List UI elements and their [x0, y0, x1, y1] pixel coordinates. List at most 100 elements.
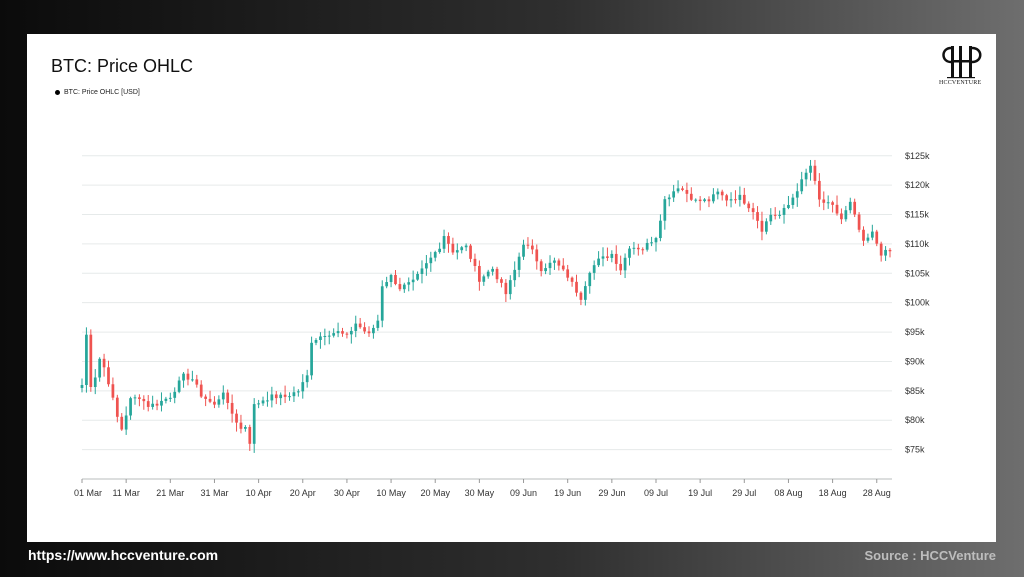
candle-body[interactable]	[738, 194, 742, 200]
candle-body[interactable]	[747, 203, 751, 209]
candle-body[interactable]	[151, 403, 155, 407]
candle-body[interactable]	[725, 195, 728, 201]
candle-body[interactable]	[628, 248, 631, 258]
candle-body[interactable]	[853, 201, 857, 215]
candle-body[interactable]	[429, 257, 433, 264]
candle-body[interactable]	[712, 194, 715, 202]
candle-body[interactable]	[80, 385, 84, 388]
candle-body[interactable]	[782, 207, 786, 215]
candle-body[interactable]	[129, 398, 132, 416]
candle-body[interactable]	[826, 202, 830, 204]
candle-body[interactable]	[676, 188, 680, 192]
candle-body[interactable]	[619, 263, 623, 271]
candle-body[interactable]	[407, 282, 411, 285]
candle-body[interactable]	[367, 331, 371, 334]
candle-body[interactable]	[707, 199, 711, 202]
candle-body[interactable]	[548, 262, 552, 269]
candle-body[interactable]	[208, 398, 212, 402]
candle-body[interactable]	[107, 367, 110, 385]
candle-body[interactable]	[769, 214, 773, 222]
candle-body[interactable]	[376, 320, 380, 328]
candle-body[interactable]	[667, 197, 671, 200]
candle-body[interactable]	[544, 268, 547, 272]
candle-body[interactable]	[729, 199, 733, 201]
candle-body[interactable]	[694, 199, 698, 201]
candle-body[interactable]	[756, 212, 759, 221]
candle-body[interactable]	[142, 398, 146, 402]
candle-body[interactable]	[389, 274, 393, 283]
candle-body[interactable]	[526, 244, 530, 246]
candle-body[interactable]	[274, 394, 278, 399]
candle-body[interactable]	[283, 394, 287, 397]
candle-body[interactable]	[191, 379, 194, 381]
candle-body[interactable]	[402, 284, 406, 290]
candle-body[interactable]	[614, 253, 618, 264]
candle-body[interactable]	[636, 247, 640, 250]
candle-body[interactable]	[570, 277, 574, 282]
candle-body[interactable]	[813, 165, 817, 181]
candle-body[interactable]	[659, 220, 662, 239]
candle-body[interactable]	[425, 263, 428, 269]
candle-body[interactable]	[800, 179, 804, 192]
candle-body[interactable]	[372, 327, 375, 334]
candle-body[interactable]	[239, 422, 243, 429]
legend[interactable]: BTC: Price OHLC [USD]	[55, 89, 140, 96]
candle-body[interactable]	[888, 249, 892, 252]
candle-body[interactable]	[133, 397, 137, 399]
candle-body[interactable]	[734, 199, 737, 201]
candle-body[interactable]	[650, 242, 653, 244]
candle-body[interactable]	[579, 292, 583, 300]
candle-body[interactable]	[795, 191, 799, 198]
candle-body[interactable]	[168, 397, 172, 399]
candle-body[interactable]	[235, 413, 238, 423]
candle-body[interactable]	[385, 282, 389, 287]
candle-body[interactable]	[844, 210, 848, 220]
candle-body[interactable]	[111, 384, 115, 398]
candle-body[interactable]	[252, 404, 256, 444]
candle-body[interactable]	[606, 256, 609, 258]
candle-body[interactable]	[645, 242, 649, 250]
candle-body[interactable]	[292, 392, 296, 397]
candle-body[interactable]	[155, 403, 159, 406]
candle-body[interactable]	[266, 400, 269, 402]
candle-body[interactable]	[173, 391, 177, 398]
candle-body[interactable]	[199, 384, 203, 397]
candle-body[interactable]	[447, 236, 450, 244]
candle-body[interactable]	[508, 280, 512, 295]
candle-body[interactable]	[804, 172, 808, 180]
candle-body[interactable]	[566, 269, 570, 278]
candle-body[interactable]	[539, 261, 543, 272]
candle-body[interactable]	[464, 245, 468, 248]
candle-body[interactable]	[411, 279, 415, 283]
candle-body[interactable]	[517, 256, 521, 270]
candle-body[interactable]	[751, 208, 755, 213]
candle-body[interactable]	[98, 358, 102, 378]
candle-body[interactable]	[857, 214, 861, 230]
candle-body[interactable]	[332, 333, 336, 336]
candle-body[interactable]	[469, 245, 472, 259]
candle-body[interactable]	[186, 373, 190, 380]
candle-body[interactable]	[597, 258, 600, 266]
candle-body[interactable]	[319, 336, 322, 340]
candle-body[interactable]	[500, 279, 503, 283]
candle-body[interactable]	[681, 188, 684, 190]
candle-body[interactable]	[535, 249, 539, 262]
candle-body[interactable]	[495, 268, 499, 280]
candle-body[interactable]	[522, 244, 525, 257]
candle-body[interactable]	[380, 286, 384, 321]
candle-body[interactable]	[787, 204, 790, 208]
candle-body[interactable]	[363, 327, 366, 332]
candle-body[interactable]	[588, 272, 592, 287]
candle-body[interactable]	[623, 257, 627, 271]
candle-body[interactable]	[610, 253, 614, 258]
candle-body[interactable]	[323, 336, 327, 338]
candle-body[interactable]	[279, 394, 283, 399]
candle-body[interactable]	[641, 249, 645, 251]
candle-body[interactable]	[866, 237, 870, 241]
candle-body[interactable]	[195, 379, 199, 385]
candle-body[interactable]	[261, 400, 265, 404]
candle-body[interactable]	[557, 260, 561, 266]
candle-body[interactable]	[398, 284, 402, 290]
candle-body[interactable]	[809, 165, 812, 173]
candle-body[interactable]	[862, 229, 865, 241]
